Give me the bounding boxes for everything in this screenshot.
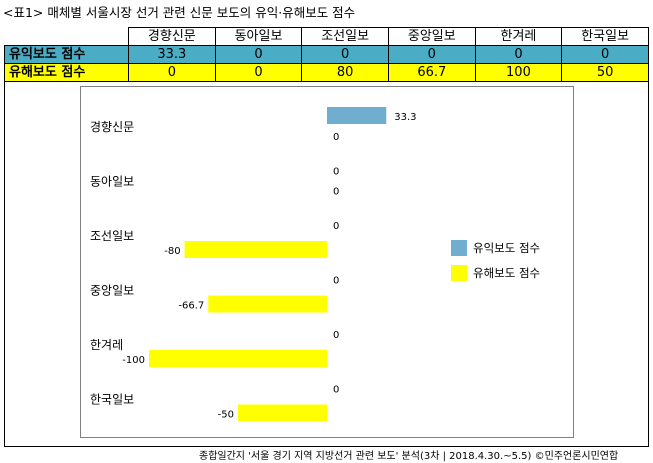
legend-swatch xyxy=(451,265,467,281)
table-cell: 80 xyxy=(301,63,389,82)
negative-bar xyxy=(238,404,327,422)
data-label: 0 xyxy=(333,221,339,232)
negative-bar xyxy=(184,241,327,258)
category-label: 경향신문 xyxy=(90,120,134,134)
legend-swatch xyxy=(451,240,467,256)
column-header: 동아일보 xyxy=(214,27,303,46)
data-label: -100 xyxy=(122,355,145,366)
table-cell: 0 xyxy=(474,45,563,64)
column-header: 경향신문 xyxy=(128,27,216,46)
table-header-row: 경향신문 동아일보 조선일보 중앙일보 한겨레 한국일보 xyxy=(4,27,649,46)
data-label: 0 xyxy=(333,276,339,287)
table-cell: 0 xyxy=(561,45,649,64)
data-label: 33.3 xyxy=(394,112,416,123)
category-label: 동아일보 xyxy=(90,175,134,189)
chart-frame xyxy=(4,82,649,447)
chart-area xyxy=(80,86,574,438)
category-label: 한국일보 xyxy=(90,393,134,407)
table-cell: 0 xyxy=(128,63,216,82)
category-label: 한겨레 xyxy=(90,338,123,352)
negative-bar xyxy=(208,295,327,313)
score-table: 경향신문 동아일보 조선일보 중앙일보 한겨레 한국일보 유익보도 점수 33.… xyxy=(4,27,649,82)
row-header: 유해보도 점수 xyxy=(4,63,129,82)
column-header: 한겨레 xyxy=(474,27,563,46)
legend-label: 유익보도 점수 xyxy=(473,241,540,255)
category-label: 중앙일보 xyxy=(90,284,134,298)
table-row-positive: 유익보도 점수 33.3 0 0 0 0 0 xyxy=(4,45,649,64)
data-label: -66.7 xyxy=(178,301,204,312)
table-cell: 0 xyxy=(387,45,476,64)
legend-label: 유해보도 점수 xyxy=(473,266,540,280)
row-header: 유익보도 점수 xyxy=(4,45,129,64)
table-cell: 100 xyxy=(474,63,563,82)
data-label: -50 xyxy=(218,410,234,421)
negative-bar xyxy=(149,350,327,367)
data-label: 0 xyxy=(333,187,339,198)
table-cell: 0 xyxy=(214,63,303,82)
table-cell: 50 xyxy=(561,63,649,82)
category-label: 조선일보 xyxy=(90,229,134,243)
positive-bar xyxy=(327,107,387,124)
data-label: 0 xyxy=(333,385,339,396)
column-header: 중앙일보 xyxy=(387,27,476,46)
column-header: 한국일보 xyxy=(561,27,649,46)
table-row-negative: 유해보도 점수 0 0 80 66.7 100 50 xyxy=(4,63,649,82)
data-label: -80 xyxy=(164,246,180,257)
data-label: 0 xyxy=(333,132,339,143)
data-label: 0 xyxy=(333,167,339,178)
table-caption: <표1> 매체별 서울시장 선거 관련 신문 보도의 유익·유해보도 점수 xyxy=(3,5,356,20)
table-cell: 66.7 xyxy=(387,63,476,82)
source-note: 종합일간지 '서울 경기 지역 지방선거 관련 보도' 분석(3차 | 2018… xyxy=(199,451,619,462)
data-label: 0 xyxy=(333,330,339,341)
